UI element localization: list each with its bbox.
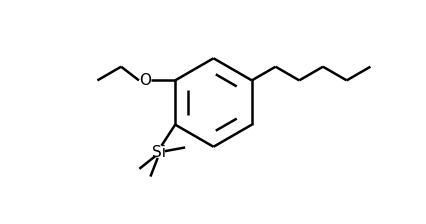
Text: O: O xyxy=(138,73,150,88)
Text: Si: Si xyxy=(152,144,166,159)
